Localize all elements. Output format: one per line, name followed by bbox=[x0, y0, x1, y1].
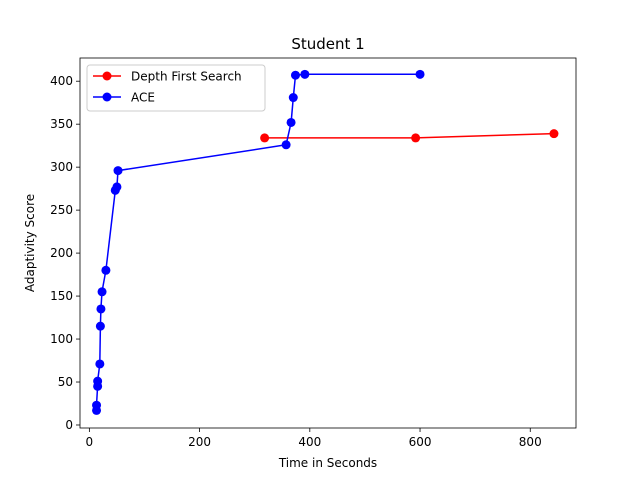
data-point-ace bbox=[415, 69, 425, 79]
x-tick-label: 400 bbox=[298, 435, 321, 449]
legend-label-depth-first-search: Depth First Search bbox=[131, 70, 242, 84]
y-tick-label: 200 bbox=[50, 246, 73, 260]
data-point-ace bbox=[101, 265, 111, 275]
data-point-ace bbox=[290, 70, 300, 80]
y-tick-label: 300 bbox=[50, 160, 73, 174]
x-axis-label: Time in Seconds bbox=[278, 456, 377, 470]
legend-marker-depth-first-search bbox=[102, 71, 112, 81]
data-point-ace bbox=[281, 140, 291, 150]
data-point-ace bbox=[286, 117, 296, 127]
plot-frame bbox=[79, 57, 577, 429]
y-tick-label: 50 bbox=[58, 375, 73, 389]
data-point-depth-first-search bbox=[411, 133, 421, 143]
y-axis-label: Adaptivity Score bbox=[23, 194, 37, 292]
data-point-ace bbox=[95, 321, 105, 331]
x-tick-label: 0 bbox=[86, 435, 94, 449]
data-point-ace bbox=[92, 400, 102, 410]
series-layer bbox=[92, 69, 559, 415]
y-tick-label: 0 bbox=[65, 418, 73, 432]
plot-area bbox=[80, 58, 576, 428]
legend: Depth First Search ACE bbox=[86, 64, 266, 112]
data-point-ace bbox=[113, 166, 123, 176]
x-axis: 0 200 400 600 800 bbox=[86, 428, 542, 449]
y-tick-label: 350 bbox=[50, 117, 73, 131]
y-tick-label: 250 bbox=[50, 203, 73, 217]
x-tick-label: 200 bbox=[188, 435, 211, 449]
x-tick-label: 600 bbox=[409, 435, 432, 449]
data-point-ace bbox=[288, 93, 298, 103]
data-point-ace bbox=[112, 182, 122, 192]
data-point-depth-first-search bbox=[549, 129, 559, 139]
legend-box bbox=[86, 64, 266, 112]
data-point-ace bbox=[300, 69, 310, 79]
chart-title: Student 1 bbox=[291, 35, 364, 53]
y-tick-label: 150 bbox=[50, 289, 73, 303]
data-point-depth-first-search bbox=[260, 133, 270, 143]
x-tick-label: 800 bbox=[519, 435, 542, 449]
data-point-ace bbox=[97, 287, 107, 297]
data-point-ace bbox=[96, 304, 106, 314]
legend-label-ace: ACE bbox=[131, 91, 155, 105]
plot-background bbox=[80, 58, 576, 428]
data-point-ace bbox=[93, 376, 103, 386]
y-tick-label: 100 bbox=[50, 332, 73, 346]
data-point-ace bbox=[95, 359, 105, 369]
y-axis: 0 50 100 150 200 250 300 350 400 bbox=[50, 74, 80, 432]
y-tick-label: 400 bbox=[50, 74, 73, 88]
legend-marker-ace bbox=[102, 92, 112, 102]
